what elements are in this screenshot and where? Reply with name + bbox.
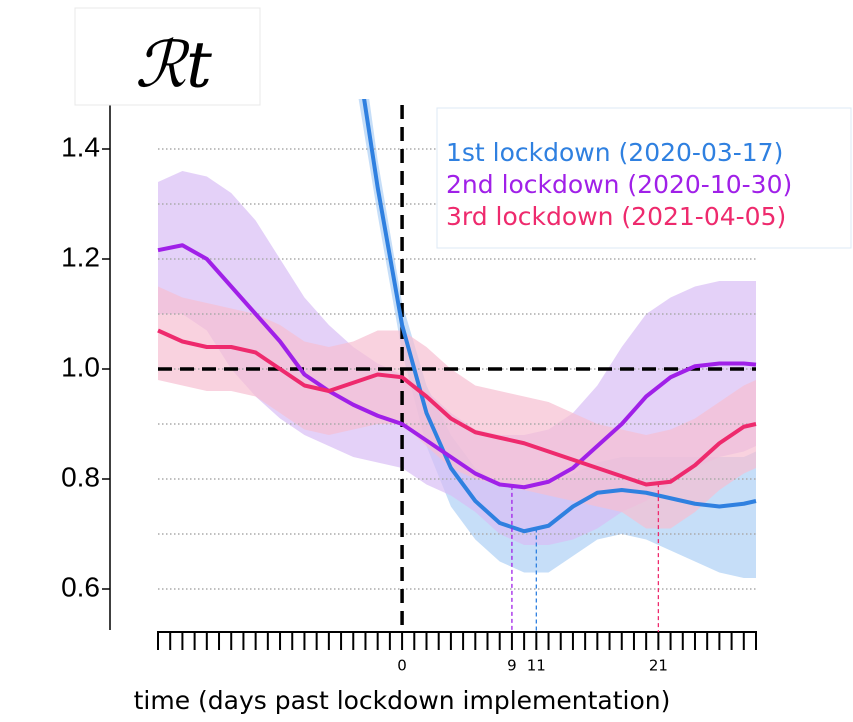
legend-entry: 3rd lockdown (2021-04-05): [446, 202, 786, 231]
y-tick-label: 1.0: [61, 351, 100, 382]
x-tick-label: 9: [507, 657, 517, 675]
series-line: [362, 99, 757, 534]
title-box: [74, 7, 261, 106]
x-tick-label: 21: [649, 657, 668, 675]
legend-box: [436, 107, 852, 249]
lines: [157, 99, 757, 629]
y-tick-label: 1.4: [61, 131, 100, 162]
chart-title: ℛt: [135, 29, 212, 103]
y-tick-label: 0.8: [61, 461, 100, 492]
legend-entry: 1st lockdown (2020-03-17): [446, 138, 783, 167]
y-tick-label: 1.2: [61, 241, 100, 272]
bands: [158, 99, 756, 578]
series-line: [157, 243, 757, 490]
x-tick-label: 11: [527, 657, 546, 675]
axes: 0.6 0.8 1.0 1.2 1.4 0 9 11 21: [61, 105, 757, 675]
x-tick-label: 0: [397, 657, 407, 675]
confidence-band: [158, 286, 756, 529]
legend-entry: 2nd lockdown (2020-10-30): [446, 170, 792, 199]
series-line: [157, 328, 757, 487]
y-tick-label: 0.6: [61, 571, 100, 602]
x-axis-label: time (days past lockdown implementation): [134, 686, 671, 715]
